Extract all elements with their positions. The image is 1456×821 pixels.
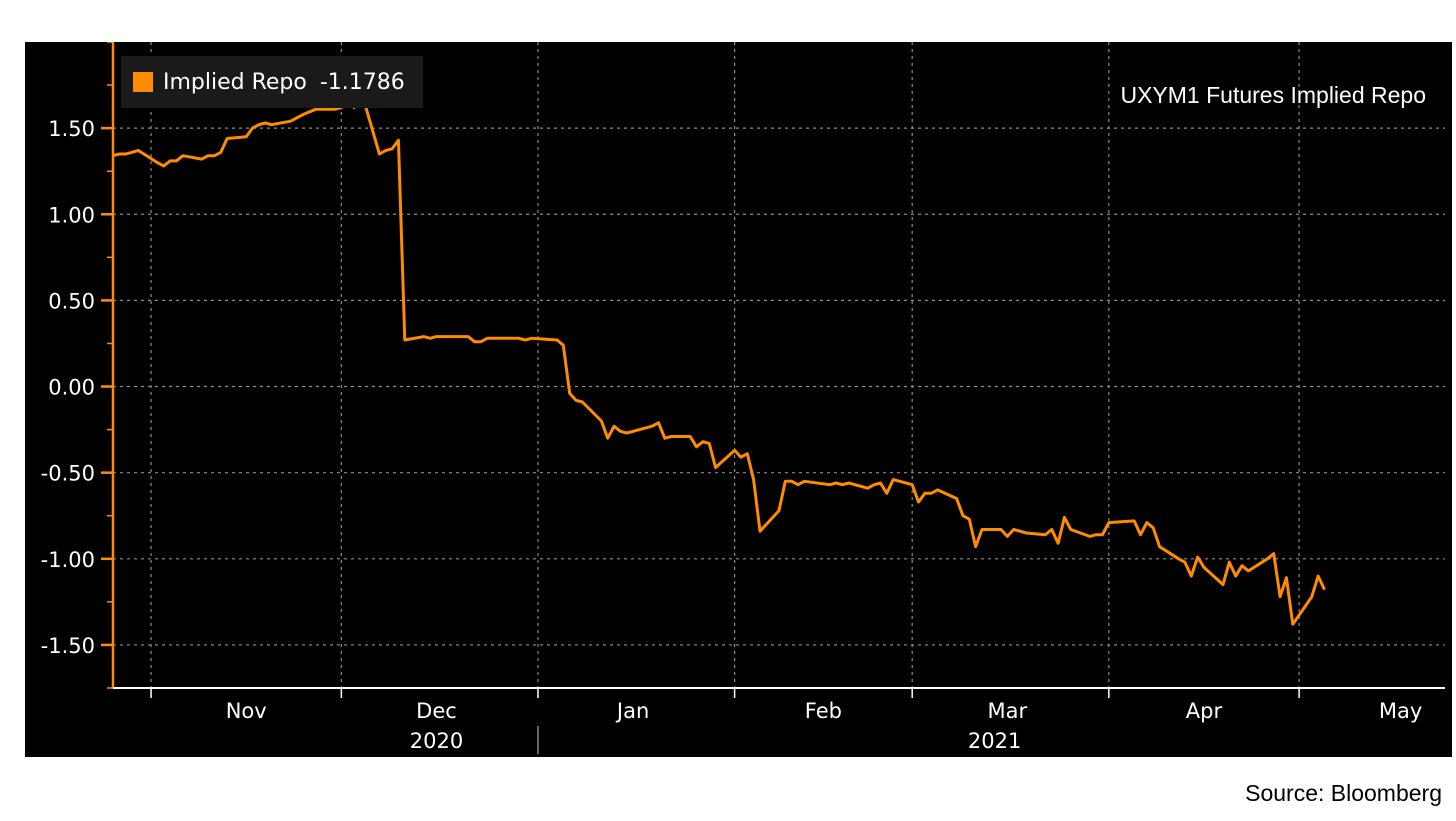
x-tick-label: Dec: [416, 699, 457, 723]
year-label: 2021: [968, 729, 1021, 753]
x-tick-label: Mar: [988, 699, 1028, 723]
gridlines: [113, 42, 1445, 688]
legend: Implied Repo -1.1786: [121, 56, 423, 108]
legend-last-value: -1.1786: [319, 69, 405, 95]
y-tick-label: -1.50: [41, 634, 95, 658]
y-tick-label: 1.50: [48, 117, 95, 141]
legend-series-name: Implied Repo: [163, 69, 307, 95]
chart-title: UXYM1 Futures Implied Repo: [1120, 82, 1426, 108]
x-tick-label: Nov: [226, 699, 267, 723]
x-tick-label: Feb: [805, 699, 842, 723]
y-tick-label: 0.50: [48, 289, 95, 313]
x-tick-label: Apr: [1186, 699, 1223, 723]
legend-text: Implied Repo -1.1786: [163, 70, 411, 95]
series-layer: [112, 87, 1326, 626]
y-tick-label: -1.00: [41, 548, 95, 572]
x-tick-label: Jan: [615, 699, 649, 723]
source-note: Source: Bloomberg: [1245, 780, 1442, 806]
legend-swatch: [133, 72, 153, 92]
y-tick-label: 1.00: [48, 203, 95, 227]
y-tick-label: 0.00: [48, 376, 95, 400]
axes: 1.50 1.00 0.50 0.00 -0.50 -1.00 -1.50 Nov Dec Jan…: [41, 42, 1445, 754]
x-tick-label: May: [1379, 699, 1422, 723]
chart-panel: 1.50 1.00 0.50 0.00 -0.50 -1.00 -1.50 Nov Dec Jan…: [25, 42, 1452, 757]
series-line-implied-repo: [112, 87, 1326, 626]
line-chart: 1.50 1.00 0.50 0.00 -0.50 -1.00 -1.50 Nov Dec Jan…: [41, 42, 1445, 754]
y-tick-label: -0.50: [41, 462, 95, 486]
year-label: 2020: [410, 729, 463, 753]
